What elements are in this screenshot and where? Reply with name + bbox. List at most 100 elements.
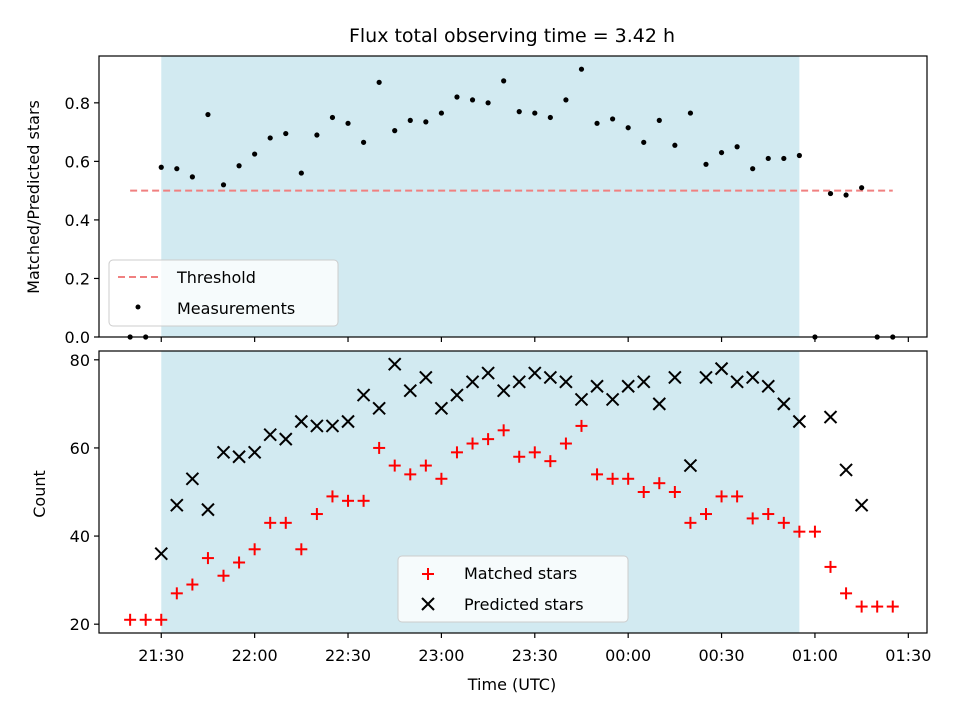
predicted-stars-point [699, 370, 713, 385]
measurement-point [158, 164, 164, 170]
bottom-y-tick-label: 60 [70, 439, 90, 458]
matched-stars-point [840, 587, 853, 600]
measurement-point [189, 174, 195, 180]
matched-stars-point [855, 600, 868, 613]
predicted-stars-point [325, 419, 340, 433]
measurement-point [454, 94, 460, 100]
measurement-point [252, 151, 258, 157]
predicted-stars-point [279, 432, 293, 446]
matched-stars-point [653, 477, 666, 490]
matched-stars-point [388, 459, 401, 472]
bottom-y-axis: 20 40 60 80 [70, 351, 99, 634]
bottom-y-tick-label: 80 [70, 351, 90, 370]
matched-stars-point [342, 494, 355, 507]
matched-stars-point [279, 516, 292, 529]
matched-stars-point [871, 600, 884, 613]
measurement-point [625, 125, 631, 131]
matched-stars-point [777, 516, 790, 529]
matched-stars-point [248, 543, 261, 556]
predicted-stars-point [652, 397, 667, 411]
matched-stars-point [450, 446, 463, 459]
measurement-point [532, 110, 538, 116]
matched-stars-point [731, 490, 744, 503]
predicted-stars-point [434, 401, 449, 415]
measurement-point [485, 100, 491, 106]
bottom-x-tick-label: 23:00 [418, 646, 464, 665]
matched-stars-point [762, 508, 775, 521]
bottom-panel: 20 40 60 80 21:30 22:00 22:30 23:00 23:30 00:00 0… [30, 350, 931, 694]
top-y-tick-label: 0.4 [65, 211, 90, 230]
matched-stars-point [357, 494, 370, 507]
predicted-stars-point [154, 546, 168, 561]
predicted-stars-point [637, 375, 651, 389]
matched-stars-point [217, 569, 230, 582]
matched-stars-point [559, 437, 572, 450]
measurement-point [703, 161, 709, 167]
measurement-point [750, 166, 756, 172]
bottom-x-tick-label: 21:30 [138, 646, 184, 665]
measurement-point [734, 144, 740, 150]
matched-stars-point [513, 450, 526, 463]
top-y-tick-label: 0.8 [65, 94, 90, 113]
measurement-point [796, 152, 802, 159]
measurement-point [547, 114, 553, 121]
measurement-point [765, 155, 771, 162]
matched-stars-point [591, 468, 604, 481]
top-axes-frame [98, 55, 928, 338]
measurement-point [610, 116, 616, 122]
matched-stars-point [637, 486, 650, 498]
measurement-point [392, 128, 398, 134]
matched-stars-point [373, 441, 386, 454]
predicted-stars-point [745, 370, 760, 385]
measurement-point [859, 185, 865, 191]
measurement-point [718, 149, 725, 156]
predicted-stars-point [341, 414, 355, 429]
matched-stars-point [824, 560, 837, 573]
legend-threshold-label: Threshold [176, 268, 256, 287]
measurement-point [329, 114, 336, 121]
bottom-axes-frame [98, 350, 928, 634]
matched-stars-point [233, 556, 246, 569]
matched-stars-point [186, 578, 199, 591]
matched-stars-point [139, 613, 152, 626]
predicted-stars-point [512, 375, 526, 389]
predicted-stars-point [683, 458, 698, 473]
measurement-point [360, 139, 367, 145]
predicted-stars-point [543, 370, 558, 385]
predicted-stars-point [792, 414, 807, 429]
predicted-stars-point [730, 375, 744, 389]
predicted-stars-point [388, 357, 402, 371]
predicted-stars-point [481, 366, 495, 380]
top-chart-marks [127, 66, 896, 340]
predicted-stars-point [668, 370, 682, 385]
matched-stars-point [808, 525, 821, 538]
top-legend-box [108, 259, 339, 327]
legend-predicted-label: Predicted stars [464, 595, 584, 614]
measurement-point [594, 120, 600, 126]
top-chart-title: Flux total observing time = 3.42 h [349, 25, 675, 47]
matched-stars-point [435, 472, 448, 485]
bottom-x-tick-label: 00:00 [605, 646, 651, 665]
measurement-point [376, 79, 382, 85]
bottom-y-axis-label: Count [30, 470, 49, 518]
matched-stars-point [886, 600, 899, 613]
measurement-point [563, 97, 569, 103]
top-legend: Threshold Measurements [108, 259, 339, 327]
measurement-point [827, 190, 834, 197]
measurement-point [220, 182, 227, 188]
predicted-stars-point [854, 498, 869, 512]
matched-stars-point [124, 613, 137, 626]
measurement-point [345, 120, 351, 126]
measurement-point [687, 110, 694, 116]
measurement-point [205, 111, 211, 118]
matched-stars-point [170, 587, 183, 600]
matched-stars-point [793, 525, 806, 538]
matched-stars-point [404, 468, 417, 481]
bottom-legend: Matched stars Predicted stars [397, 555, 629, 623]
top-y-tick-label: 0.6 [65, 152, 90, 171]
predicted-stars-point [419, 370, 433, 385]
matched-stars-point [699, 508, 712, 521]
predicted-stars-point [465, 375, 480, 389]
matched-stars-point [155, 613, 168, 626]
measurement-point [501, 78, 507, 84]
